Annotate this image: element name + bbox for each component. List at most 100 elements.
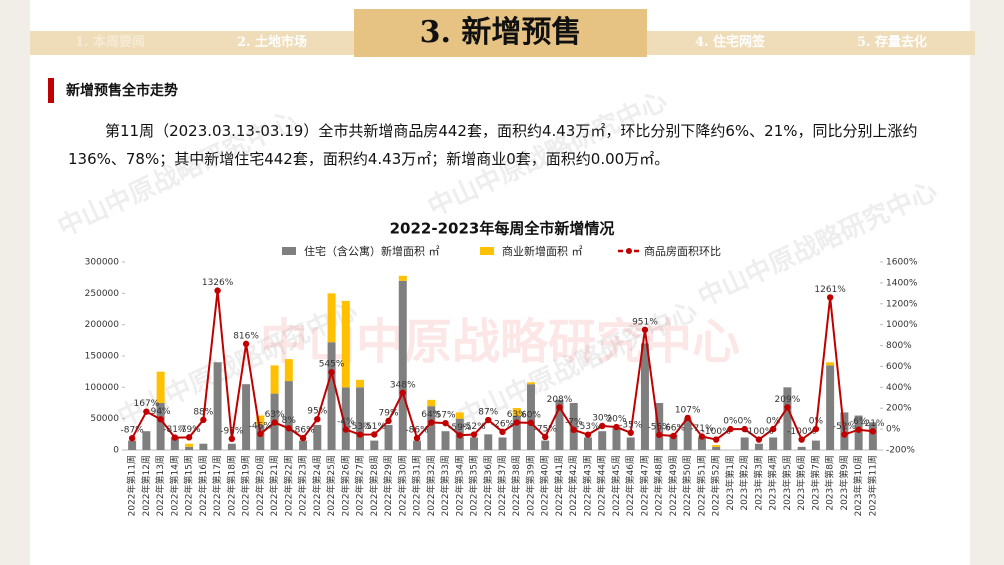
bar xyxy=(128,440,137,450)
x-tick-label: 2022年第34周 xyxy=(453,455,465,516)
y-tick-label: 200000 xyxy=(85,320,120,330)
line-marker xyxy=(314,415,321,423)
x-tick-label: 2022年第51周 xyxy=(695,455,707,516)
bar xyxy=(754,443,763,450)
data-label: 0% xyxy=(738,417,753,427)
legend-label: 商业新增面积 ㎡ xyxy=(502,244,583,258)
x-tick-label: 2023年第5周 xyxy=(781,455,793,511)
line-marker xyxy=(570,426,577,434)
tab[interactable]: 1. 本周要闻 xyxy=(74,35,146,50)
line-marker xyxy=(841,431,848,438)
data-label: -52% xyxy=(462,422,486,432)
line-marker xyxy=(399,389,406,396)
x-tick-label: 2022年第44周 xyxy=(596,455,608,516)
bar xyxy=(512,415,521,450)
x-tick-label: 2023年第6周 xyxy=(795,455,807,511)
line-marker xyxy=(157,416,164,423)
line-marker xyxy=(542,433,549,441)
x-tick-label: 2022年第32周 xyxy=(425,455,437,516)
data-label: -7% xyxy=(565,417,583,427)
data-label: 87% xyxy=(478,408,498,418)
bar xyxy=(683,418,692,450)
paragraph: 第11周（2023.03.13-03.19）全市共新增商品房442套，面积约4.… xyxy=(68,122,918,168)
tab[interactable]: 2. 土地市场 xyxy=(236,35,308,50)
bar xyxy=(598,431,607,450)
x-tick-label: 2022年第29周 xyxy=(382,455,394,516)
bar xyxy=(612,428,621,450)
x-tick-label: 2022年第24周 xyxy=(311,455,323,516)
data-label: 64% xyxy=(421,410,441,420)
x-tick-label: 2022年第40周 xyxy=(539,455,551,516)
bar xyxy=(484,434,493,450)
data-label: -100% xyxy=(744,427,773,437)
bar xyxy=(541,440,550,450)
x-tick-label: 2022年第13周 xyxy=(154,455,166,516)
data-label: 545% xyxy=(319,360,345,370)
legend-swatch xyxy=(282,247,296,255)
bar xyxy=(398,275,407,281)
x-tick-label: 2022年第46周 xyxy=(624,455,636,516)
line-marker xyxy=(641,326,649,333)
data-label: 951% xyxy=(632,317,658,327)
watermark: 中山中原战略研究中心 xyxy=(423,85,672,223)
bar xyxy=(156,371,165,403)
x-tick-label: 2022年第45周 xyxy=(610,455,622,516)
active-tab[interactable]: 3. 新增预售 xyxy=(354,9,647,57)
line-marker xyxy=(257,430,264,438)
line-marker xyxy=(470,431,478,438)
x-tick-label: 2023年第1周 xyxy=(724,455,736,511)
bar xyxy=(797,446,806,450)
x-tick-label: 2022年第38周 xyxy=(510,455,522,516)
bar xyxy=(427,399,436,407)
bar xyxy=(156,403,165,450)
data-label: 63% xyxy=(507,410,527,420)
bar xyxy=(185,443,194,447)
bar xyxy=(441,431,450,450)
y2-tick-label: 0% xyxy=(886,425,901,435)
bar xyxy=(470,437,478,450)
x-tick-label: 2022年第28周 xyxy=(368,455,380,516)
section-title: 新增预售全市走势 xyxy=(66,83,178,99)
line-marker xyxy=(513,419,520,426)
bar xyxy=(270,365,279,394)
bar xyxy=(356,379,365,388)
line-marker xyxy=(371,431,378,438)
line-marker xyxy=(670,432,677,440)
x-tick-label: 2022年第39周 xyxy=(524,455,536,516)
data-label: 79% xyxy=(379,408,399,418)
line-marker xyxy=(499,428,506,436)
x-tick-label: 2022年第33周 xyxy=(439,455,451,516)
bar xyxy=(142,431,151,450)
data-label: 208% xyxy=(547,395,573,405)
x-tick-label: 2023年第2周 xyxy=(738,455,750,511)
line-marker xyxy=(200,416,207,424)
x-tick-label: 2022年第52周 xyxy=(710,455,722,516)
bar xyxy=(527,384,535,450)
y2-tick-label: 800% xyxy=(886,341,912,351)
line-marker xyxy=(356,431,364,438)
data-label: 63% xyxy=(265,410,285,420)
line-marker xyxy=(271,419,278,426)
line-marker xyxy=(613,423,620,431)
bar xyxy=(227,443,236,450)
bar xyxy=(740,437,749,450)
x-tick-label: 2022年第50周 xyxy=(681,455,693,516)
bar xyxy=(583,437,592,450)
data-label: -81% xyxy=(163,425,187,435)
bar xyxy=(427,406,436,450)
line-marker xyxy=(855,426,862,433)
chart-title: 2022-2023年每周全市新增情况 xyxy=(390,220,615,238)
line-marker xyxy=(655,431,663,439)
tab[interactable]: 5. 存量去化 xyxy=(856,35,928,50)
line-marker xyxy=(784,404,791,411)
x-tick-label: 2022年第35周 xyxy=(468,455,480,516)
tab[interactable]: 4. 住宅网签 xyxy=(694,35,766,50)
line-marker xyxy=(385,417,392,425)
legend-swatch xyxy=(626,248,632,254)
bar xyxy=(284,359,293,382)
line-marker xyxy=(712,436,720,443)
y2-tick-label: 600% xyxy=(886,362,912,372)
data-label: -100% xyxy=(787,427,816,437)
x-tick-label: 2022年第26周 xyxy=(339,455,351,516)
